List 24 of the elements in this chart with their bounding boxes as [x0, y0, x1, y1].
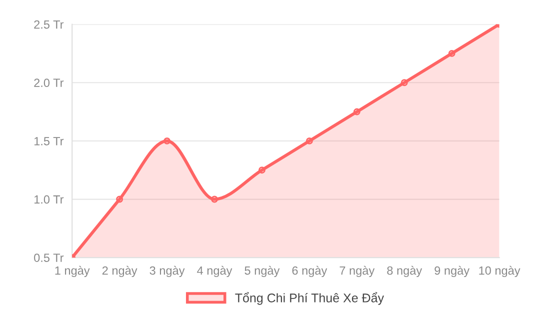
x-tick-label: 5 ngày: [244, 266, 280, 278]
x-tick-label: 4 ngày: [197, 266, 232, 278]
point: [353, 108, 360, 116]
point: [258, 166, 266, 174]
point: [164, 137, 170, 144]
y-tick-label: 1.0 Tr: [34, 195, 64, 204]
point: [448, 50, 456, 57]
x-tick-label: 1 ngày: [55, 266, 90, 278]
y-tick-label: 1.5 Tr: [34, 137, 64, 146]
x-tick-label: 6 ngày: [292, 266, 328, 278]
x-tick-label: 2 ngày: [102, 266, 138, 278]
point: [211, 196, 218, 203]
x-tick-label: 3 ngày: [150, 266, 185, 278]
x-tick-label: 10 ngày: [479, 266, 520, 278]
y-tick-label: 2.5 Tr: [34, 20, 64, 29]
y-tick-label: 0.5 Tr: [34, 254, 64, 262]
x-tick-label: 9 ngày: [434, 266, 470, 278]
x-tick-label: 7 ngày: [340, 266, 375, 278]
point: [400, 79, 408, 86]
point: [306, 137, 313, 144]
legend-label: Tổng Chi Phí Thuê Xe Đẩy: [235, 292, 384, 305]
point: [116, 196, 124, 203]
y-tick-label: 2.0 Tr: [34, 78, 64, 88]
x-tick-label: 8 ngày: [387, 266, 422, 278]
